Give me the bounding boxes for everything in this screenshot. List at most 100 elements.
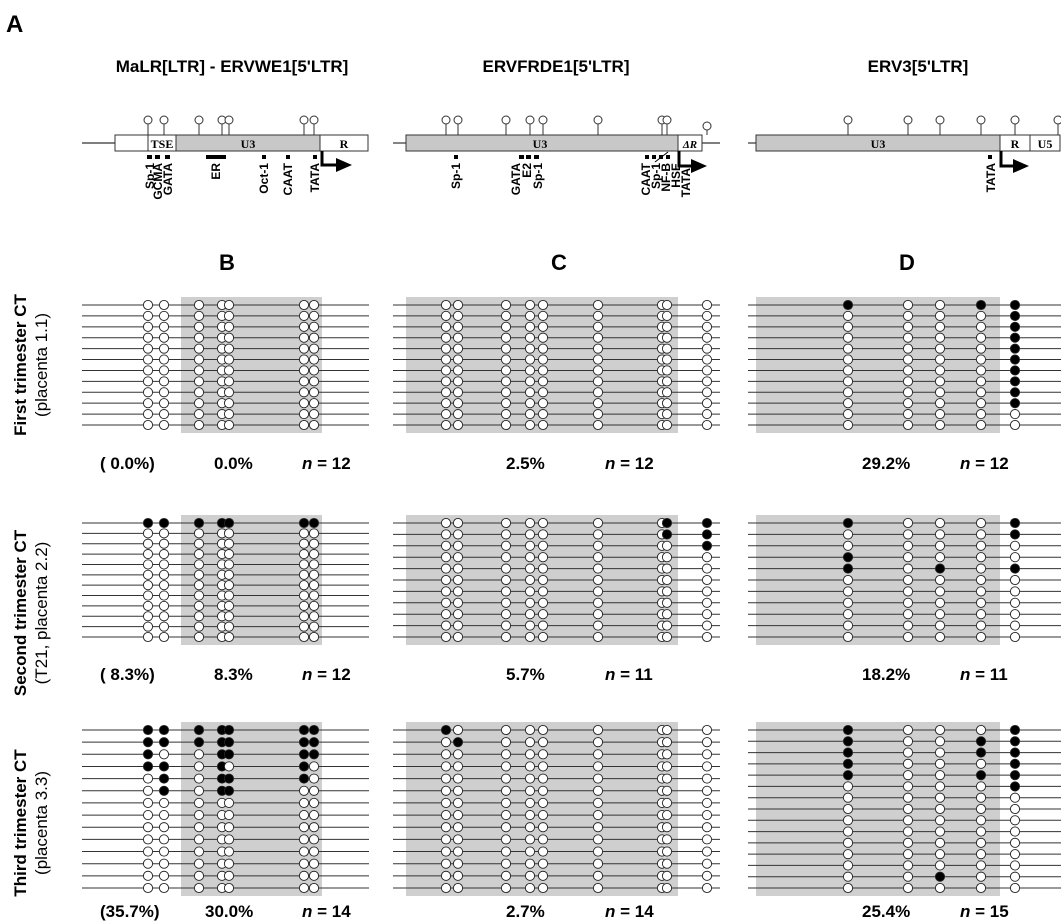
cpg-methylated — [298, 737, 310, 748]
cpg-methylated — [842, 736, 854, 747]
cpg-unmethylated — [298, 580, 310, 591]
cpg-unmethylated — [298, 590, 310, 601]
cpg-unmethylated — [500, 365, 512, 376]
cpg-unmethylated — [537, 724, 549, 736]
cpg-unmethylated — [308, 580, 320, 591]
site-label: E2 — [520, 163, 534, 178]
cpg-unmethylated — [452, 597, 464, 608]
cpg-unmethylated — [537, 846, 549, 857]
cpg-unmethylated — [158, 834, 170, 845]
cpg-unmethylated — [1009, 792, 1021, 803]
cpg-unmethylated — [158, 538, 170, 549]
cpg-unmethylated — [524, 882, 536, 894]
cpg-unmethylated — [524, 846, 536, 857]
cpg-unmethylated — [592, 609, 604, 620]
gene-map-erv-we1: TSE U3 R Sp-1 GCM — [82, 115, 369, 200]
cpg-unmethylated — [223, 600, 235, 611]
cpg-unmethylated — [975, 398, 987, 409]
cpg-unmethylated — [902, 299, 914, 311]
cpg-unmethylated — [158, 310, 170, 321]
cpg-unmethylated — [701, 749, 713, 760]
cpg-unmethylated — [592, 540, 604, 551]
cpg-unmethylated — [592, 586, 604, 597]
site-label: Sp-1 — [143, 163, 157, 189]
site-label: TATA — [984, 163, 998, 193]
cpg-unmethylated — [308, 528, 320, 539]
cpg-unmethylated — [902, 343, 914, 354]
cpg-unmethylated — [440, 574, 452, 586]
cpg-unmethylated — [975, 620, 987, 631]
cpg-unmethylated — [142, 538, 154, 549]
cpg-unmethylated — [902, 792, 914, 803]
cpg-unmethylated — [158, 321, 170, 332]
cpg-methylated — [975, 299, 987, 311]
cpg-unmethylated — [298, 834, 310, 845]
cpg-unmethylated — [537, 540, 549, 551]
cpg-unmethylated — [500, 620, 512, 631]
cpg-unmethylated — [934, 321, 946, 332]
cpg-unmethylated — [661, 749, 673, 760]
cpg-unmethylated — [661, 797, 673, 808]
cpg-unmethylated — [223, 321, 235, 332]
cpg-unmethylated — [298, 332, 310, 343]
cpg-unmethylated — [193, 419, 205, 431]
box-label-u5: U5 — [1038, 137, 1053, 151]
box-label-tse: TSE — [151, 137, 174, 151]
cpg-unmethylated — [193, 299, 205, 311]
cpg-unmethylated — [452, 797, 464, 808]
cpg-unmethylated — [193, 834, 205, 845]
cpg-unmethylated — [142, 611, 154, 622]
cpg-unmethylated — [934, 310, 946, 321]
cpg-methylated — [158, 517, 170, 529]
cpg-methylated — [842, 517, 854, 529]
cpg-unmethylated — [934, 299, 946, 311]
cpg-unmethylated — [308, 343, 320, 354]
cpg-unmethylated — [661, 321, 673, 332]
cpg-unmethylated — [701, 332, 713, 343]
row-label-first: First trimester CT (placenta 1.1) — [11, 294, 51, 436]
cpg-methylated — [1009, 758, 1021, 769]
cpg-unmethylated — [1009, 815, 1021, 826]
cpg-unmethylated — [440, 882, 452, 894]
cpg-unmethylated — [524, 321, 536, 332]
cpg-unmethylated — [158, 621, 170, 632]
cpg-unmethylated — [701, 387, 713, 398]
cpg-unmethylated — [537, 586, 549, 597]
cpg-unmethylated — [440, 797, 452, 808]
cpg-unmethylated — [440, 785, 452, 796]
n-count: n = 11 — [960, 665, 1008, 684]
cpg-unmethylated — [193, 870, 205, 881]
gene-map-erv3: U3 R U5 TATA — [748, 115, 1061, 193]
cpg-unmethylated — [701, 773, 713, 784]
cpg-unmethylated — [975, 860, 987, 871]
cpg-unmethylated — [308, 834, 320, 845]
cpg-unmethylated — [524, 586, 536, 597]
cpg-unmethylated — [223, 580, 235, 591]
cpg-unmethylated — [934, 792, 946, 803]
cpg-unmethylated — [975, 586, 987, 597]
cpg-unmethylated — [452, 310, 464, 321]
cpg-unmethylated — [592, 785, 604, 796]
cpg-unmethylated — [934, 376, 946, 387]
cpg-unmethylated — [661, 552, 673, 563]
cpg-unmethylated — [934, 803, 946, 815]
cpg-unmethylated — [452, 332, 464, 343]
cpg-unmethylated — [142, 834, 154, 845]
cpg-unmethylated — [537, 419, 549, 431]
cpg-unmethylated — [193, 376, 205, 387]
cpg-unmethylated — [934, 781, 946, 792]
cpg-unmethylated — [842, 354, 854, 365]
cpg-unmethylated — [934, 419, 946, 431]
box-label-r: R — [340, 137, 349, 151]
cpg-unmethylated — [902, 871, 914, 882]
cpg-unmethylated — [452, 563, 464, 574]
cpg-unmethylated — [452, 631, 464, 643]
cpg-methylated — [308, 724, 320, 736]
cpg-unmethylated — [500, 529, 512, 540]
cpg-unmethylated — [452, 376, 464, 387]
cpg-unmethylated — [193, 846, 205, 857]
cpg-unmethylated — [223, 810, 235, 821]
cpg-unmethylated — [193, 797, 205, 808]
cpg-unmethylated — [142, 376, 154, 387]
n-count: n = 12 — [605, 454, 654, 473]
